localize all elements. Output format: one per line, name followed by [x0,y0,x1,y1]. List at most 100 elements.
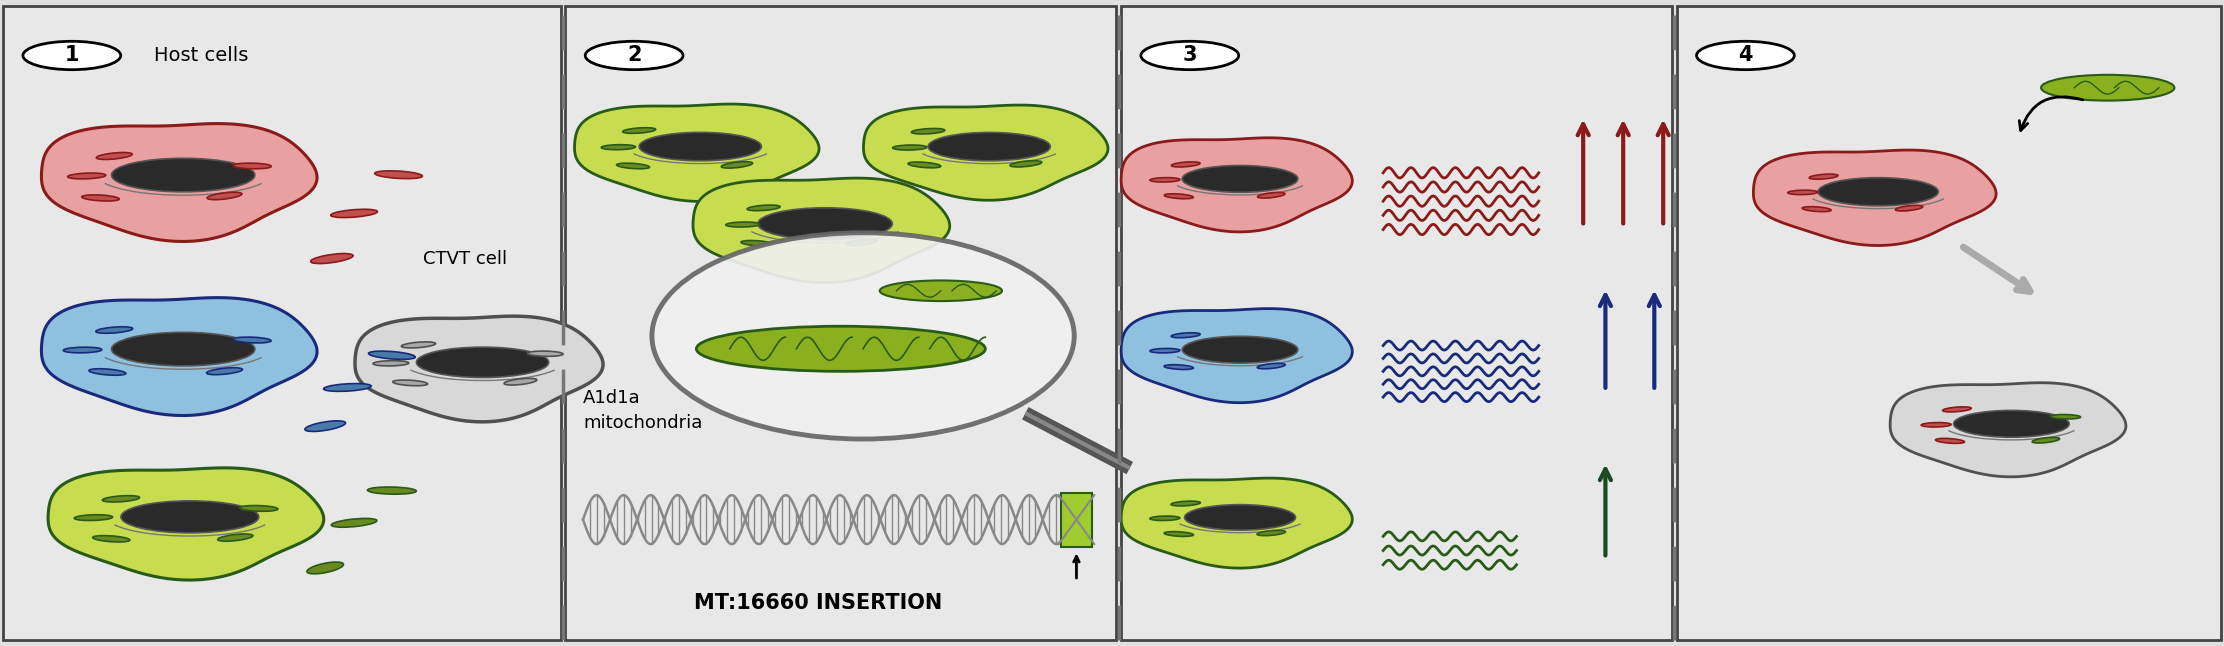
Ellipse shape [600,145,636,150]
Ellipse shape [1257,364,1285,369]
PathPatch shape [1121,309,1352,402]
Ellipse shape [369,351,416,359]
PathPatch shape [1121,478,1352,568]
Ellipse shape [721,162,752,168]
Text: 1: 1 [64,45,80,65]
Ellipse shape [1183,337,1299,363]
Ellipse shape [907,162,941,168]
FancyBboxPatch shape [1677,6,2222,640]
Ellipse shape [307,562,342,574]
Ellipse shape [758,208,892,240]
Ellipse shape [2033,437,2059,443]
PathPatch shape [1121,138,1352,232]
Ellipse shape [374,171,423,179]
Ellipse shape [111,158,256,192]
Bar [1061,492,1092,547]
Ellipse shape [881,280,1003,301]
Ellipse shape [234,163,271,169]
Ellipse shape [96,152,131,160]
Ellipse shape [1185,505,1297,530]
Ellipse shape [311,253,354,264]
PathPatch shape [574,104,818,202]
FancyBboxPatch shape [1121,6,1672,640]
Ellipse shape [120,501,258,533]
PathPatch shape [356,316,603,422]
Circle shape [585,41,683,70]
Ellipse shape [325,384,371,391]
FancyBboxPatch shape [2,6,560,640]
Text: 4: 4 [1739,45,1753,65]
Text: 3: 3 [1183,45,1197,65]
Ellipse shape [73,515,113,521]
Text: A1d1a
mitochondria: A1d1a mitochondria [583,388,703,432]
Ellipse shape [1801,207,1830,212]
Ellipse shape [305,421,345,432]
Ellipse shape [1165,194,1194,199]
Ellipse shape [505,379,536,385]
Ellipse shape [1163,365,1194,370]
Ellipse shape [1817,178,1939,206]
Ellipse shape [527,351,563,357]
Ellipse shape [89,369,127,375]
Ellipse shape [1257,193,1285,198]
Ellipse shape [102,495,140,502]
Ellipse shape [1942,407,1970,412]
Ellipse shape [741,240,774,246]
Ellipse shape [696,326,985,371]
Text: CTVT cell: CTVT cell [423,249,507,267]
Ellipse shape [394,380,427,386]
PathPatch shape [863,105,1108,200]
Ellipse shape [1895,205,1924,211]
Ellipse shape [93,536,129,542]
Ellipse shape [218,534,254,541]
Ellipse shape [1183,165,1299,193]
Circle shape [1141,41,1239,70]
Ellipse shape [1150,516,1181,521]
Ellipse shape [207,193,242,200]
Ellipse shape [111,332,256,366]
PathPatch shape [1753,150,1997,245]
FancyBboxPatch shape [565,6,1116,640]
Ellipse shape [1150,348,1181,353]
Ellipse shape [1172,501,1201,506]
Ellipse shape [2042,75,2175,101]
Ellipse shape [1810,174,1837,179]
Ellipse shape [234,337,271,343]
Ellipse shape [638,132,761,161]
Ellipse shape [367,487,416,494]
Ellipse shape [2051,415,2082,419]
Ellipse shape [207,368,242,375]
Ellipse shape [845,239,876,245]
Ellipse shape [927,132,1050,161]
Ellipse shape [1953,410,2068,437]
Text: MT:16660 INSERTION: MT:16660 INSERTION [694,594,943,614]
Ellipse shape [374,360,409,366]
Circle shape [1697,41,1795,70]
Ellipse shape [67,173,107,179]
Ellipse shape [616,163,649,169]
Ellipse shape [331,519,376,527]
Circle shape [22,41,120,70]
PathPatch shape [49,468,325,580]
Ellipse shape [1163,532,1194,536]
Ellipse shape [82,195,120,201]
Ellipse shape [1935,439,1964,443]
Ellipse shape [1172,333,1201,338]
Ellipse shape [416,347,549,377]
Ellipse shape [400,342,436,348]
Text: Host cells: Host cells [153,46,249,65]
PathPatch shape [42,123,318,242]
Ellipse shape [1172,162,1201,167]
Ellipse shape [892,145,927,150]
Text: 2: 2 [627,45,641,65]
Ellipse shape [331,209,378,218]
Ellipse shape [240,506,278,511]
Ellipse shape [747,205,781,211]
Ellipse shape [623,128,656,133]
Ellipse shape [62,347,102,353]
Ellipse shape [725,222,761,227]
Ellipse shape [652,233,1074,439]
Ellipse shape [1010,161,1041,167]
Ellipse shape [912,129,945,134]
PathPatch shape [1890,382,2126,477]
